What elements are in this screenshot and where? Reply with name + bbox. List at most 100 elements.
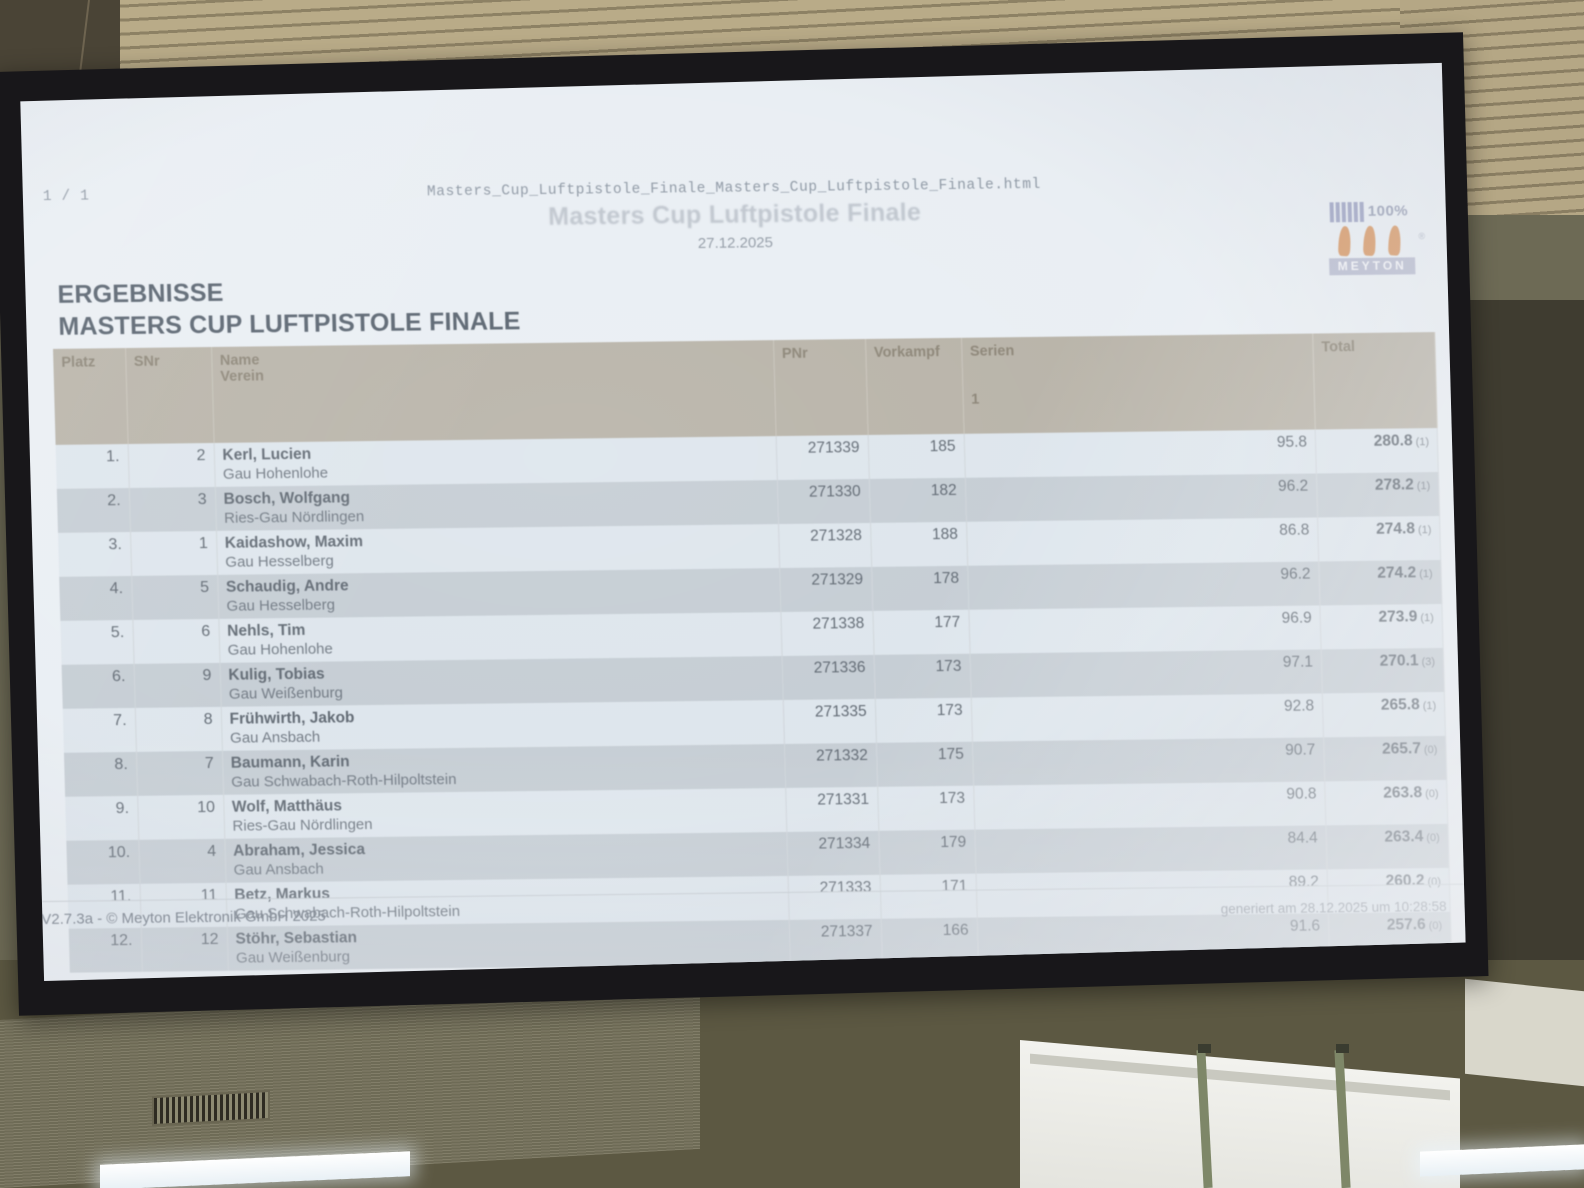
cell-total: 263.4 (0) — [1325, 823, 1450, 870]
logo-flames-icon — [1337, 225, 1402, 257]
cell-platz: 1. — [55, 444, 129, 489]
col-header-serien-1: 1 — [962, 381, 1316, 434]
col-header-name: Name — [219, 352, 260, 369]
cell-snr: 9 — [133, 662, 221, 708]
footer-generated-timestamp: generiert am 28.12.2025 um 10:28:58 — [1220, 898, 1447, 917]
cell-total: 278.2 (1) — [1316, 472, 1440, 518]
wall-right-dark — [1468, 300, 1584, 980]
cell-vorkampf: 173 — [877, 785, 975, 831]
cell-vorkampf: 188 — [870, 521, 968, 567]
cell-serie-1: 90.8 — [973, 781, 1326, 830]
air-vent-icon — [152, 1089, 270, 1127]
cell-total: 263.8 (0) — [1324, 779, 1448, 826]
col-header-vorkampf: Vorkampf — [865, 337, 964, 435]
cell-platz: 10. — [66, 839, 140, 885]
cell-pnr: 271331 — [785, 786, 879, 832]
cell-platz: 8. — [63, 751, 138, 797]
cell-vorkampf: 177 — [872, 609, 970, 655]
cell-snr: 6 — [132, 618, 220, 664]
logo-registered-mark: ® — [1418, 231, 1426, 242]
page-title: ERGEBNISSE MASTERS CUP LUFTPISTOLE FINAL… — [57, 273, 521, 343]
logo-wordmark: MEYTON — [1329, 257, 1416, 276]
cell-name: Wolf, Matthäus Ries-Gau Nördlingen — [223, 787, 787, 839]
results-table: Platz SNr Name Verein PNr Vorkampf Serie… — [53, 332, 1452, 973]
cell-platz: 2. — [56, 488, 130, 533]
cell-snr: 2 — [127, 442, 215, 489]
cell-name: Nehls, Tim Gau Hohenlohe — [218, 612, 782, 663]
cell-name: Kulig, Tobias Gau Weißenburg — [219, 656, 783, 707]
cell-pnr: 271338 — [780, 610, 874, 657]
cell-platz: 4. — [59, 575, 133, 621]
cell-vorkampf: 175 — [875, 741, 974, 787]
col-header-verein: Verein — [220, 368, 265, 385]
cell-verein: Gau Hohenlohe — [227, 640, 334, 659]
pole-cap — [1198, 1044, 1211, 1053]
logo-bars-icon — [1329, 201, 1365, 223]
cell-name: Kerl, Lucien Gau Hohenlohe — [213, 436, 777, 487]
cell-total: 270.1 (3) — [1321, 647, 1445, 694]
cell-pnr: 271330 — [776, 478, 871, 525]
page-title-line1: ERGEBNISSE — [57, 278, 224, 309]
cell-platz: 6. — [61, 663, 135, 709]
cell-vorkampf: 179 — [878, 829, 976, 875]
meyton-logo: 100% ® MEYTON — [1325, 199, 1431, 278]
cell-pnr: 271334 — [786, 830, 880, 876]
cell-platz: 5. — [60, 619, 134, 665]
page-title-line2: MASTERS CUP LUFTPISTOLE FINALE — [58, 307, 521, 341]
cell-vorkampf: 173 — [873, 653, 971, 699]
cell-name: Bosch, Wolfgang Ries-Gau Nördlingen — [214, 480, 779, 531]
cell-snr: 1 — [129, 530, 218, 576]
wall-panel — [1465, 978, 1584, 1087]
cell-serie-1: 90.7 — [971, 737, 1325, 786]
cell-serie-1: 95.8 — [963, 429, 1317, 478]
cell-total: 273.9 (1) — [1319, 603, 1444, 650]
cell-serie-1: 96.2 — [964, 473, 1318, 522]
cell-vorkampf: 173 — [874, 697, 972, 743]
cell-name: Kaidashow, Maxim Gau Hesselberg — [215, 524, 780, 575]
cell-vorkampf: 185 — [867, 433, 965, 479]
cell-serie-1: 97.1 — [969, 649, 1323, 698]
projection-screen-frame: 1 / 1 Masters_Cup_Luftpistole_Finale_Mas… — [0, 32, 1489, 1016]
pole-cap — [1336, 1044, 1349, 1053]
cell-total: 274.8 (1) — [1317, 515, 1441, 562]
cell-name: Frühwirth, Jakob Gau Ansbach — [220, 700, 784, 751]
logo-percent-label: 100% — [1367, 202, 1409, 220]
cell-name: Schaudig, Andre Gau Hesselberg — [217, 568, 781, 619]
cell-snr: 7 — [135, 750, 224, 796]
cell-serie-1: 86.8 — [966, 517, 1319, 566]
cell-total: 265.7 (0) — [1323, 735, 1447, 782]
cell-platz: 7. — [62, 707, 136, 753]
cell-platz: 3. — [57, 531, 132, 577]
cell-total: 274.2 (1) — [1318, 559, 1442, 606]
cell-total: 280.8 (1) — [1315, 428, 1439, 474]
cell-pnr: 271332 — [783, 742, 878, 788]
cell-pnr: 271339 — [775, 434, 869, 481]
cell-snr: 4 — [138, 838, 226, 884]
cell-serie-1: 96.9 — [968, 605, 1322, 654]
results-table-head: Platz SNr Name Verein PNr Vorkampf Serie… — [53, 332, 1438, 445]
cell-pnr: 271329 — [779, 566, 873, 613]
col-header-serien: Serien — [961, 333, 1314, 386]
cell-pnr: 271335 — [782, 698, 876, 744]
cell-snr: 5 — [131, 574, 219, 620]
footer-copyright: eklist II V2.7.3a - © Meyton Elektronik … — [20, 907, 327, 929]
col-header-platz: Platz — [53, 348, 128, 445]
cell-name: Abraham, Jessica Gau Ansbach — [224, 831, 788, 883]
cell-pnr: 271336 — [781, 654, 875, 701]
cell-pnr: 271328 — [778, 522, 872, 569]
cell-vorkampf: 178 — [871, 565, 969, 611]
col-header-pnr: PNr — [773, 339, 868, 437]
col-header-snr: SNr — [125, 347, 214, 445]
cell-total: 265.8 (1) — [1322, 691, 1446, 738]
cell-serie-1: 92.8 — [970, 693, 1324, 742]
cell-snr: 3 — [128, 486, 216, 532]
cell-serie-1: 84.4 — [974, 825, 1328, 874]
cell-snr: 8 — [134, 706, 222, 752]
cell-vorkampf: 182 — [868, 477, 967, 523]
document-page: 1 / 1 Masters_Cup_Luftpistole_Finale_Mas… — [20, 84, 1466, 981]
col-header-name-verein: Name Verein — [211, 340, 776, 443]
cell-snr: 10 — [137, 794, 225, 840]
cell-platz: 9. — [65, 795, 139, 841]
cell-name: Baumann, Karin Gau Schwabach-Roth-Hilpolt… — [221, 743, 786, 795]
